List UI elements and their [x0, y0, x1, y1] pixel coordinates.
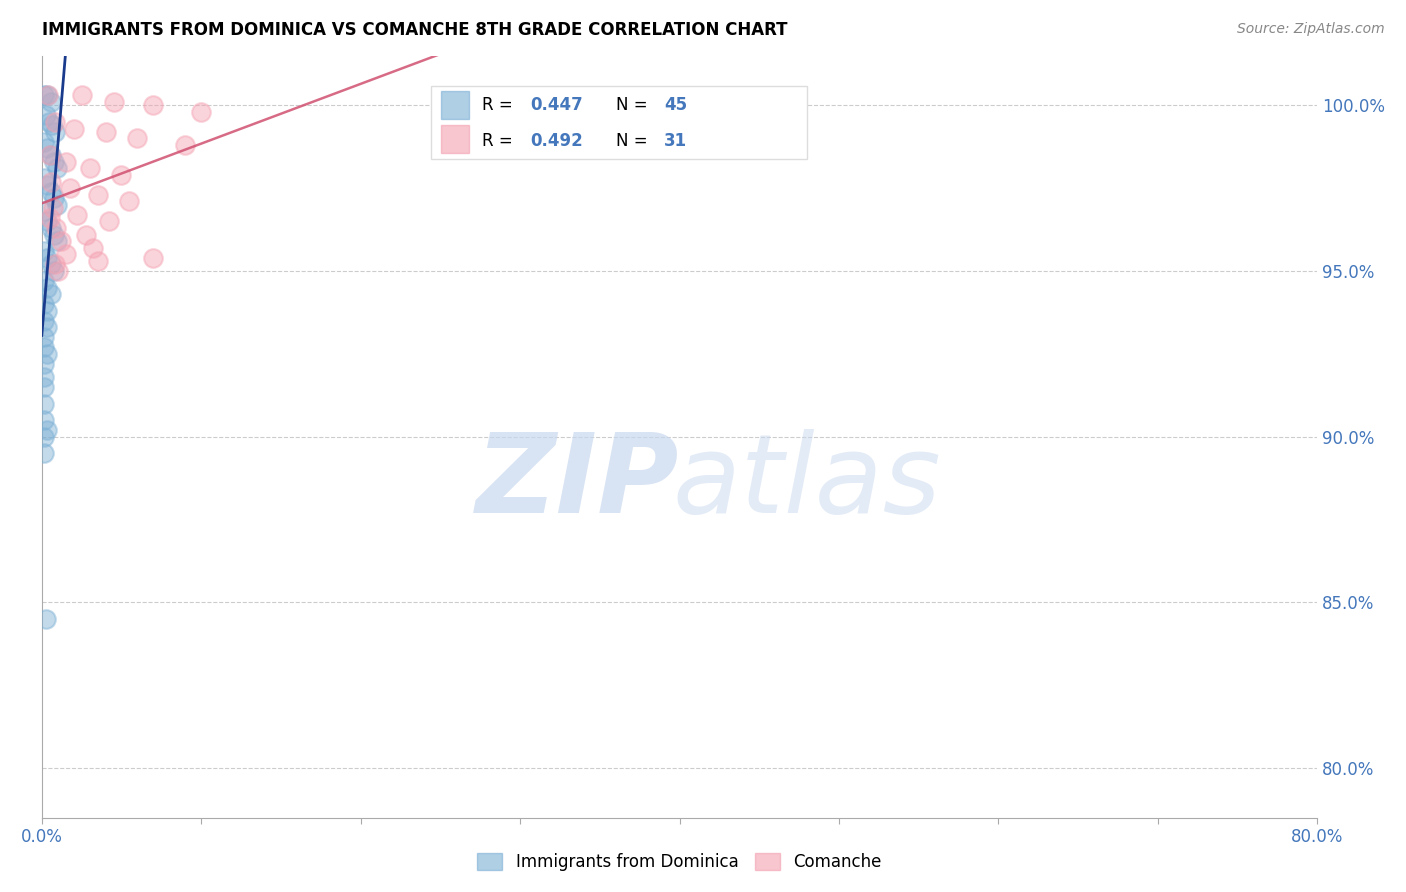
FancyBboxPatch shape: [430, 87, 807, 159]
Point: [82, 241, 104, 255]
Point: [32, 380, 55, 394]
Point: [32, 413, 55, 427]
Point: [32, 204, 55, 219]
Text: atlas: atlas: [673, 429, 942, 536]
Point: [35, 612, 58, 626]
FancyBboxPatch shape: [441, 125, 470, 153]
FancyBboxPatch shape: [441, 91, 470, 119]
Point: [32, 135, 55, 149]
Point: [32, 314, 55, 328]
Point: [45, 161, 67, 176]
Point: [32, 171, 55, 186]
Point: [37, 347, 59, 361]
Point: [142, 98, 165, 112]
Point: [32, 274, 55, 288]
Text: N =: N =: [616, 96, 652, 114]
Point: [94, 125, 117, 139]
Point: [103, 95, 125, 109]
Point: [55, 154, 77, 169]
Point: [190, 105, 212, 120]
Point: [32, 340, 55, 354]
Point: [42, 154, 65, 169]
Point: [35, 108, 58, 122]
Text: 0.492: 0.492: [530, 132, 583, 150]
Point: [38, 148, 60, 162]
Point: [37, 214, 59, 228]
Point: [62, 121, 84, 136]
Text: 31: 31: [664, 132, 688, 150]
Text: IMMIGRANTS FROM DOMINICA VS COMANCHE 8TH GRADE CORRELATION CHART: IMMIGRANTS FROM DOMINICA VS COMANCHE 8TH…: [42, 21, 787, 39]
Point: [45, 198, 67, 212]
Point: [42, 227, 65, 242]
Point: [39, 257, 62, 271]
Point: [66, 208, 89, 222]
Point: [32, 357, 55, 371]
Point: [45, 221, 67, 235]
Point: [86, 254, 108, 268]
Point: [42, 191, 65, 205]
Point: [37, 251, 59, 265]
Point: [39, 95, 62, 109]
Point: [39, 185, 62, 199]
Point: [79, 161, 101, 176]
Text: ZIP: ZIP: [475, 429, 679, 536]
Point: [97, 214, 120, 228]
Point: [142, 251, 165, 265]
Point: [46, 264, 69, 278]
Point: [37, 320, 59, 334]
Point: [70, 88, 93, 103]
Point: [37, 88, 59, 103]
Point: [37, 303, 59, 318]
Point: [59, 181, 82, 195]
Point: [55, 247, 77, 261]
Point: [41, 175, 63, 189]
Point: [37, 141, 59, 155]
Text: 45: 45: [664, 96, 688, 114]
Point: [44, 115, 66, 129]
Point: [174, 138, 197, 153]
Point: [110, 168, 132, 182]
Text: 0.447: 0.447: [530, 96, 583, 114]
Point: [42, 264, 65, 278]
Point: [44, 257, 66, 271]
Point: [32, 430, 55, 444]
Point: [38, 211, 60, 225]
Point: [38, 115, 60, 129]
Point: [44, 125, 66, 139]
Point: [37, 280, 59, 294]
Point: [32, 88, 55, 103]
Point: [37, 178, 59, 192]
Point: [39, 287, 62, 301]
Point: [32, 446, 55, 460]
Text: R =: R =: [482, 132, 517, 150]
Text: R =: R =: [482, 96, 517, 114]
Point: [127, 131, 149, 145]
Point: [41, 118, 63, 132]
Point: [39, 221, 62, 235]
Legend: Immigrants from Dominica, Comanche: Immigrants from Dominica, Comanche: [471, 847, 889, 878]
Text: Source: ZipAtlas.com: Source: ZipAtlas.com: [1237, 22, 1385, 37]
Text: N =: N =: [616, 132, 652, 150]
Point: [32, 297, 55, 311]
Point: [86, 187, 108, 202]
Point: [45, 234, 67, 248]
Point: [49, 234, 72, 248]
Point: [39, 148, 62, 162]
Point: [42, 201, 65, 215]
Point: [75, 227, 97, 242]
Point: [32, 370, 55, 384]
Point: [32, 244, 55, 259]
Point: [37, 88, 59, 103]
Point: [118, 194, 141, 209]
Point: [37, 423, 59, 437]
Point: [32, 396, 55, 410]
Point: [32, 330, 55, 344]
